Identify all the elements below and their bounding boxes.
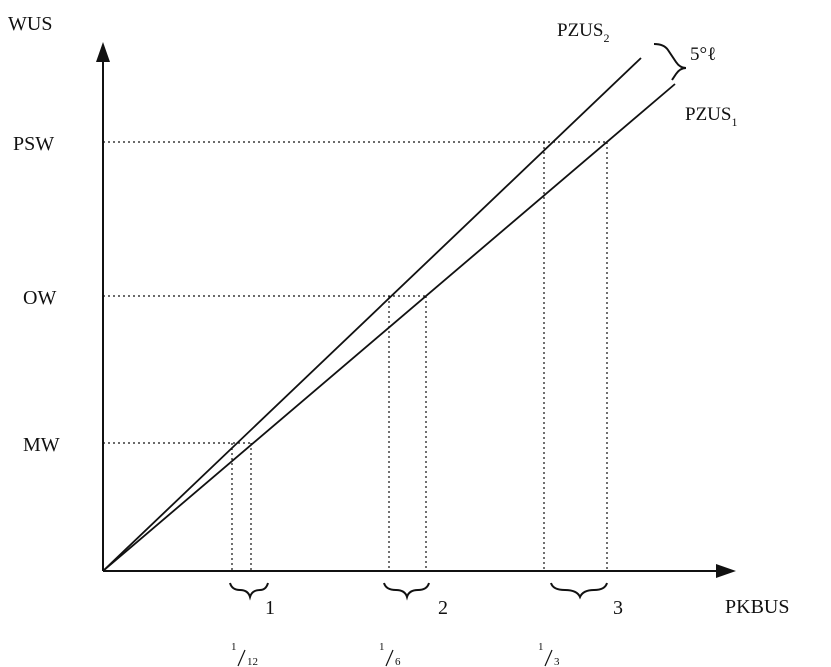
interval-number-1: 1: [265, 597, 275, 619]
svg-text:6: 6: [395, 656, 401, 667]
interval-fraction-1: 1 12: [231, 641, 258, 667]
svg-text:1: 1: [379, 641, 385, 653]
interval-brace-3: [550, 582, 608, 600]
interval-fraction-3: 1 3: [538, 641, 560, 667]
interval-fraction-2: 1 6: [379, 641, 401, 667]
svg-text:3: 3: [554, 656, 560, 667]
level-label-mw: MW: [23, 434, 60, 456]
line-label-pzus2: PZUS2: [557, 20, 609, 45]
line-pzus1: [102, 83, 676, 572]
svg-text:1: 1: [538, 641, 544, 653]
svg-text:1: 1: [231, 641, 237, 653]
line-pzus2: [102, 57, 642, 572]
interval-brace-1: [229, 582, 269, 601]
gap-label: 5°ℓ: [690, 44, 716, 65]
y-axis-arrowhead: [96, 42, 110, 62]
level-label-psw: PSW: [13, 133, 54, 155]
interval-number-2: 2: [438, 597, 448, 619]
x-axis-arrowhead: [716, 564, 736, 578]
interval-brace-2: [383, 582, 430, 601]
gap-brace: [653, 43, 687, 81]
interval-number-3: 3: [613, 597, 623, 619]
svg-text:12: 12: [247, 656, 258, 667]
line-label-pzus1: PZUS1: [685, 104, 737, 129]
y-axis-label: WUS: [8, 13, 52, 35]
level-label-ow: OW: [23, 287, 56, 309]
x-axis-label: PKBUS: [725, 596, 789, 618]
